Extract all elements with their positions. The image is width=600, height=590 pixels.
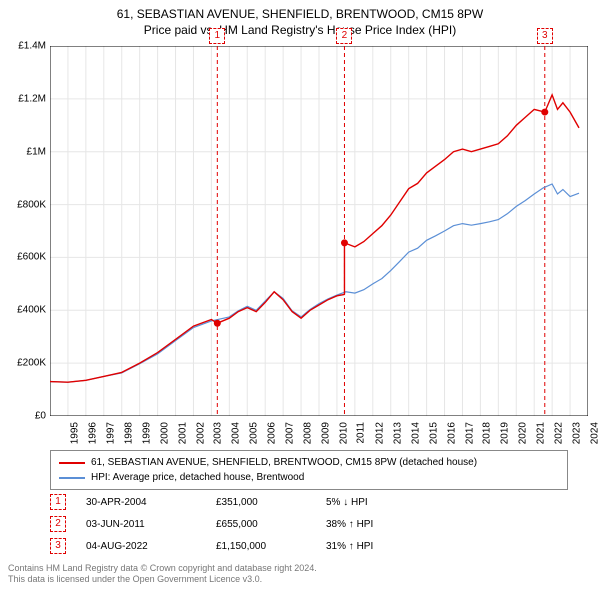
- legend-swatch-hpi: [59, 477, 85, 479]
- x-axis-label: 2018: [482, 422, 493, 444]
- x-axis-label: 2017: [464, 422, 475, 444]
- chart-marker-1: 1: [209, 28, 225, 44]
- y-axis-label: £400K: [17, 305, 46, 316]
- annotation-pct-1: 5% ↓ HPI: [326, 497, 426, 508]
- x-axis-label: 2008: [302, 422, 313, 444]
- x-axis-label: 2014: [410, 422, 421, 444]
- legend-row-price: 61, SEBASTIAN AVENUE, SHENFIELD, BRENTWO…: [59, 455, 559, 470]
- annotation-row-2: 2 03-JUN-2011 £655,000 38% ↑ HPI: [50, 516, 426, 532]
- x-axis-label: 1999: [141, 422, 152, 444]
- x-axis-label: 2005: [249, 422, 260, 444]
- annotation-pct-3: 31% ↑ HPI: [326, 541, 426, 552]
- legend-label-hpi: HPI: Average price, detached house, Bren…: [91, 470, 304, 485]
- chart-svg: [50, 46, 588, 416]
- chart-container: 61, SEBASTIAN AVENUE, SHENFIELD, BRENTWO…: [0, 0, 600, 590]
- title-line-2: Price paid vs. HM Land Registry's House …: [0, 22, 600, 38]
- annotation-marker-2: 2: [50, 516, 66, 532]
- legend-row-hpi: HPI: Average price, detached house, Bren…: [59, 470, 559, 485]
- chart-area: £0£200K£400K£600K£800K£1M£1.2M£1.4M19951…: [50, 46, 588, 416]
- y-axis-label: £1.4M: [18, 41, 46, 52]
- legend-swatch-price: [59, 462, 85, 464]
- x-axis-label: 2006: [267, 422, 278, 444]
- title-block: 61, SEBASTIAN AVENUE, SHENFIELD, BRENTWO…: [0, 0, 600, 38]
- x-axis-label: 2013: [392, 422, 403, 444]
- x-axis-label: 1996: [87, 422, 98, 444]
- x-axis-label: 1998: [123, 422, 134, 444]
- legend-label-price: 61, SEBASTIAN AVENUE, SHENFIELD, BRENTWO…: [91, 455, 477, 470]
- annotation-price-1: £351,000: [216, 497, 306, 508]
- footer-line-2: This data is licensed under the Open Gov…: [8, 574, 317, 586]
- x-axis-label: 2012: [374, 422, 385, 444]
- annotation-date-1: 30-APR-2004: [86, 497, 196, 508]
- y-axis-label: £1.2M: [18, 93, 46, 104]
- x-axis-label: 2001: [177, 422, 188, 444]
- x-axis-label: 2019: [500, 422, 511, 444]
- x-axis-label: 2003: [213, 422, 224, 444]
- x-axis-label: 2007: [284, 422, 295, 444]
- x-axis-label: 2002: [195, 422, 206, 444]
- x-axis-label: 2020: [518, 422, 529, 444]
- annotation-date-3: 04-AUG-2022: [86, 541, 196, 552]
- footer-line-1: Contains HM Land Registry data © Crown c…: [8, 563, 317, 575]
- x-axis-label: 2004: [231, 422, 242, 444]
- annotation-date-2: 03-JUN-2011: [86, 519, 196, 530]
- x-axis-label: 2000: [159, 422, 170, 444]
- x-axis-label: 2024: [589, 422, 600, 444]
- annotation-row-3: 3 04-AUG-2022 £1,150,000 31% ↑ HPI: [50, 538, 426, 554]
- annotations-table: 1 30-APR-2004 £351,000 5% ↓ HPI 2 03-JUN…: [50, 494, 426, 560]
- x-axis-label: 2023: [571, 422, 582, 444]
- annotation-price-3: £1,150,000: [216, 541, 306, 552]
- y-axis-label: £0: [35, 411, 46, 422]
- annotation-pct-2: 38% ↑ HPI: [326, 519, 426, 530]
- x-axis-label: 2011: [355, 422, 366, 444]
- y-axis-label: £200K: [17, 358, 46, 369]
- chart-marker-2: 2: [336, 28, 352, 44]
- x-axis-label: 2021: [536, 422, 547, 444]
- x-axis-label: 1995: [69, 422, 80, 444]
- y-axis-label: £600K: [17, 252, 46, 263]
- title-line-1: 61, SEBASTIAN AVENUE, SHENFIELD, BRENTWO…: [0, 6, 600, 22]
- x-axis-label: 2015: [428, 422, 439, 444]
- annotation-marker-3: 3: [50, 538, 66, 554]
- footer: Contains HM Land Registry data © Crown c…: [8, 563, 317, 586]
- y-axis-label: £1M: [27, 146, 46, 157]
- x-axis-label: 1997: [105, 422, 116, 444]
- x-axis-label: 2022: [553, 422, 564, 444]
- chart-marker-3: 3: [537, 28, 553, 44]
- y-axis-label: £800K: [17, 199, 46, 210]
- legend-box: 61, SEBASTIAN AVENUE, SHENFIELD, BRENTWO…: [50, 450, 568, 490]
- annotation-marker-1: 1: [50, 494, 66, 510]
- x-axis-label: 2010: [338, 422, 349, 444]
- annotation-row-1: 1 30-APR-2004 £351,000 5% ↓ HPI: [50, 494, 426, 510]
- annotation-price-2: £655,000: [216, 519, 306, 530]
- x-axis-label: 2016: [446, 422, 457, 444]
- x-axis-label: 2009: [320, 422, 331, 444]
